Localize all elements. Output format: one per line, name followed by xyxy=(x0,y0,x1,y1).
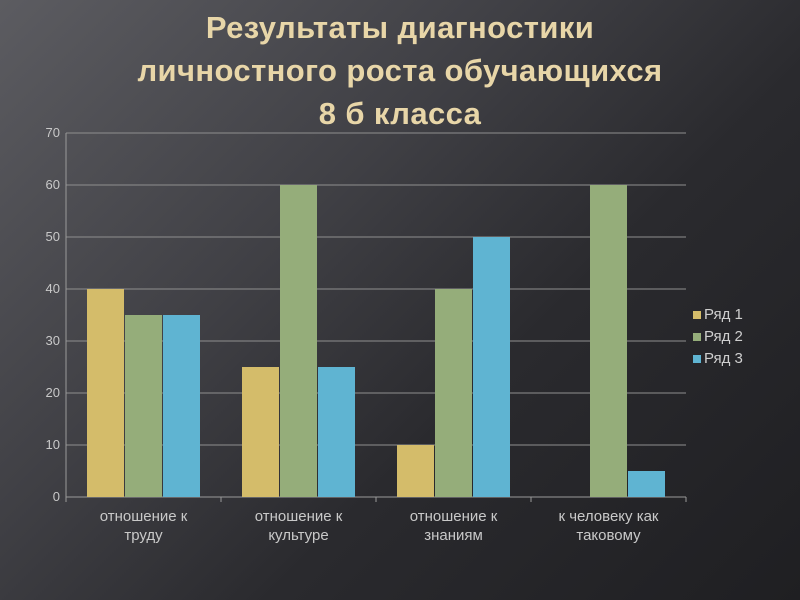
x-tick-label: знаниям xyxy=(424,527,483,544)
bar xyxy=(628,471,665,497)
legend-swatch xyxy=(693,333,701,341)
legend-swatch xyxy=(693,311,701,319)
y-tick-label: 0 xyxy=(53,489,60,504)
x-tick-label: труду xyxy=(124,527,163,544)
y-tick-label: 10 xyxy=(46,437,60,452)
bar xyxy=(125,315,162,497)
x-tick-label: отношение к xyxy=(100,508,188,525)
y-tick-label: 70 xyxy=(46,125,60,140)
x-tick-label: культуре xyxy=(268,527,328,544)
y-tick-label: 60 xyxy=(46,177,60,192)
bar xyxy=(435,289,472,497)
bar xyxy=(473,237,510,497)
y-tick-label: 40 xyxy=(46,281,60,296)
title-line-2: личностного роста обучающихся xyxy=(137,53,663,88)
bar xyxy=(397,445,434,497)
y-tick-label: 30 xyxy=(46,333,60,348)
bar xyxy=(280,185,317,497)
bar xyxy=(242,367,279,497)
x-tick-label: к человеку как xyxy=(559,508,659,525)
title-line-3: 8 б класса xyxy=(318,96,482,131)
legend-label: Ряд 3 xyxy=(704,350,743,367)
x-tick-label: отношение к xyxy=(410,508,498,525)
bar xyxy=(87,289,124,497)
y-tick-label: 50 xyxy=(46,229,60,244)
chart-title: Результаты диагностики личностного роста… xyxy=(0,6,800,135)
title-line-1: Результаты диагностики xyxy=(205,10,595,45)
bar xyxy=(318,367,355,497)
bar xyxy=(590,185,627,497)
x-tick-label: отношение к xyxy=(255,508,343,525)
x-tick-label: таковому xyxy=(576,527,641,544)
legend-label: Ряд 1 xyxy=(704,306,743,323)
bar xyxy=(163,315,200,497)
legend-label: Ряд 2 xyxy=(704,328,743,345)
y-tick-label: 20 xyxy=(46,385,60,400)
legend-swatch xyxy=(693,355,701,363)
